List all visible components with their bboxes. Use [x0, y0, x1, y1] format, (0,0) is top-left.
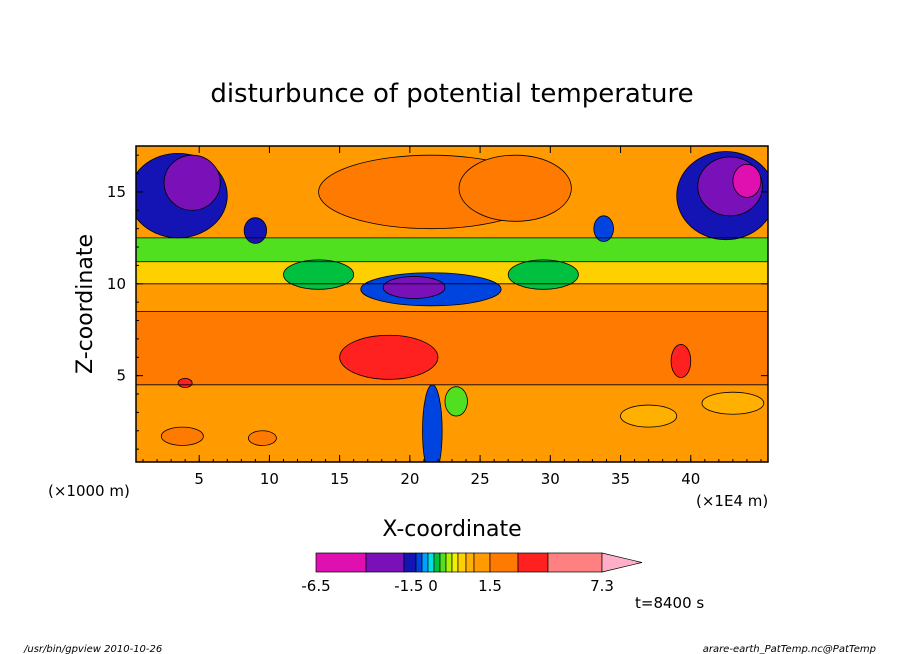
colorbar-swatch	[457, 552, 467, 573]
field-feature	[670, 344, 692, 378]
field-feature	[247, 430, 277, 446]
footer-right: arare-earth_PatTemp.nc@PatTemp	[703, 644, 876, 654]
x-axis: 5 10 15 20 25 30 35 40	[142, 146, 762, 488]
colorbar-swatch	[403, 552, 417, 573]
y-axis-label: Z-coordinate	[73, 234, 98, 374]
colorbar-swatch	[445, 552, 453, 573]
field-feature	[620, 404, 678, 428]
x-tick-label: 20	[400, 470, 419, 488]
colorbar: -6.5 -1.5 0 1.5 7.3	[301, 552, 643, 595]
x-axis-unit: (×1E4 m)	[696, 492, 768, 510]
plot-area	[136, 146, 768, 462]
field-feature	[160, 426, 204, 446]
x-tick-label: 40	[681, 470, 700, 488]
field-feature	[339, 334, 439, 380]
field-feature	[701, 391, 765, 415]
field-feature	[283, 259, 355, 290]
colorbar-swatch	[415, 552, 423, 573]
x-tick-label: 35	[611, 470, 630, 488]
colorbar-swatch	[421, 552, 429, 573]
field-feature	[422, 384, 443, 462]
colorbar-label: -6.5	[301, 577, 330, 595]
x-tick-label: 25	[471, 470, 490, 488]
field-feature	[732, 163, 762, 198]
colorbar-label: 7.3	[590, 577, 614, 595]
y-axis: 5 10 15	[107, 154, 768, 450]
y-tick-label: 15	[107, 183, 126, 201]
x-axis-label: X-coordinate	[382, 517, 521, 542]
colorbar-swatch	[433, 552, 441, 573]
x-tick-label: 5	[194, 470, 204, 488]
colorbar-swatch	[517, 552, 549, 573]
field-feature	[243, 217, 268, 244]
y-axis-unit: (×1000 m)	[48, 482, 130, 500]
colorbar-label: 1.5	[478, 577, 502, 595]
field-feature	[444, 386, 468, 417]
field-feature	[458, 154, 572, 222]
field-band	[136, 311, 768, 385]
time-label: t=8400 s	[635, 594, 704, 612]
colorbar-swatch	[451, 552, 459, 573]
x-tick-label: 30	[541, 470, 560, 488]
x-tick-label: 15	[330, 470, 349, 488]
footer-left: /usr/bin/gpview 2010-10-26	[23, 644, 162, 654]
field-feature	[593, 215, 614, 242]
colorbar-swatch	[547, 552, 603, 573]
colorbar-swatch	[473, 552, 491, 573]
field-feature	[177, 378, 193, 388]
colorbar-swatch	[465, 552, 475, 573]
colorbar-swatch	[489, 552, 519, 573]
x-tick-label: 10	[260, 470, 279, 488]
colorbar-extend-arrow	[601, 552, 643, 573]
field-feature	[163, 154, 221, 211]
field-band	[136, 237, 768, 262]
field-feature	[507, 259, 579, 290]
chart-title: disturbunce of potential temperature	[210, 79, 693, 109]
field-feature	[382, 276, 446, 299]
colorbar-swatch	[439, 552, 447, 573]
colorbar-swatch	[365, 552, 405, 573]
colorbar-swatch	[427, 552, 435, 573]
y-tick-label: 10	[107, 275, 126, 293]
y-tick-label: 5	[116, 367, 126, 385]
colorbar-swatch	[315, 552, 367, 573]
colorbar-label: -1.5 0	[394, 577, 438, 595]
